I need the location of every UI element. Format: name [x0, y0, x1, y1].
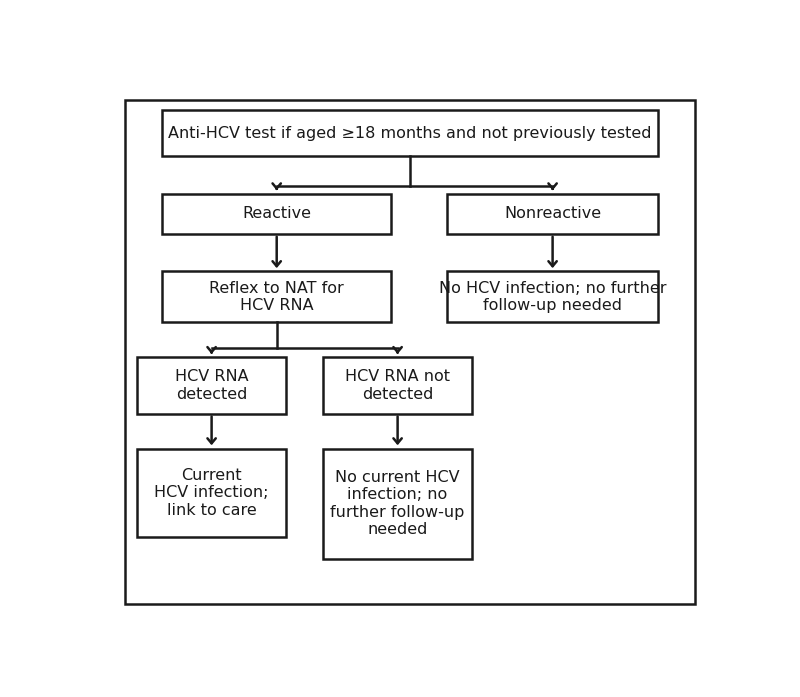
Bar — [447, 271, 658, 323]
Text: Current
HCV infection;
link to care: Current HCV infection; link to care — [154, 468, 269, 518]
Text: No current HCV
infection; no
further follow-up
needed: No current HCV infection; no further fol… — [330, 470, 465, 537]
Text: No HCV infection; no further
follow-up needed: No HCV infection; no further follow-up n… — [439, 281, 666, 313]
Bar — [138, 449, 286, 537]
Bar — [447, 194, 658, 234]
Text: Nonreactive: Nonreactive — [504, 206, 601, 221]
Bar — [323, 358, 472, 414]
Text: Reflex to NAT for
HCV RNA: Reflex to NAT for HCV RNA — [210, 281, 344, 313]
Text: HCV RNA not
detected: HCV RNA not detected — [345, 369, 450, 401]
Bar — [162, 194, 391, 234]
Text: Reactive: Reactive — [242, 206, 311, 221]
Text: Anti-HCV test if aged ≥18 months and not previously tested: Anti-HCV test if aged ≥18 months and not… — [168, 125, 652, 141]
Bar — [138, 358, 286, 414]
Bar — [162, 271, 391, 323]
Text: HCV RNA
detected: HCV RNA detected — [174, 369, 249, 401]
Bar — [323, 449, 472, 558]
Bar — [162, 110, 658, 156]
